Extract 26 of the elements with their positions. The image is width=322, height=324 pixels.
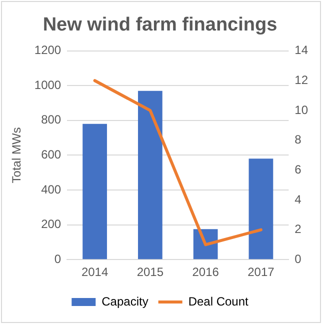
bar — [138, 90, 162, 260]
x-tick-label: 2016 — [192, 265, 220, 280]
y-tick-label: 1000 — [34, 78, 62, 92]
legend-label: Deal Count — [188, 294, 250, 308]
y-tick-label: 400 — [41, 182, 62, 196]
y-tick-label: 0 — [54, 252, 62, 266]
x-tick-label: 2014 — [81, 265, 108, 280]
x-tick-label: 2015 — [136, 265, 164, 280]
y2-tick-label: 6 — [294, 162, 302, 176]
chart-title: New wind farm financings — [42, 14, 278, 36]
x-tick-label: 2017 — [248, 265, 275, 280]
y-tick-label: 1200 — [34, 43, 62, 58]
y-tick-label: 600 — [41, 148, 62, 162]
y2-tick-label: 4 — [294, 192, 302, 206]
y2-tick-label: 2 — [294, 222, 302, 236]
y2-tick-label: 8 — [294, 132, 302, 147]
y-tick-label: 800 — [41, 112, 62, 127]
bar — [248, 158, 274, 260]
y2-tick-label: 10 — [294, 102, 308, 117]
bar — [82, 124, 107, 260]
y-axis-title: Total MWs — [10, 127, 24, 184]
y2-tick-label: 14 — [294, 43, 308, 58]
legend-label: Capacity — [102, 294, 148, 308]
y-tick-label: 200 — [41, 217, 62, 232]
y2-tick-label: 0 — [294, 252, 302, 266]
y2-tick-label: 12 — [294, 72, 308, 87]
